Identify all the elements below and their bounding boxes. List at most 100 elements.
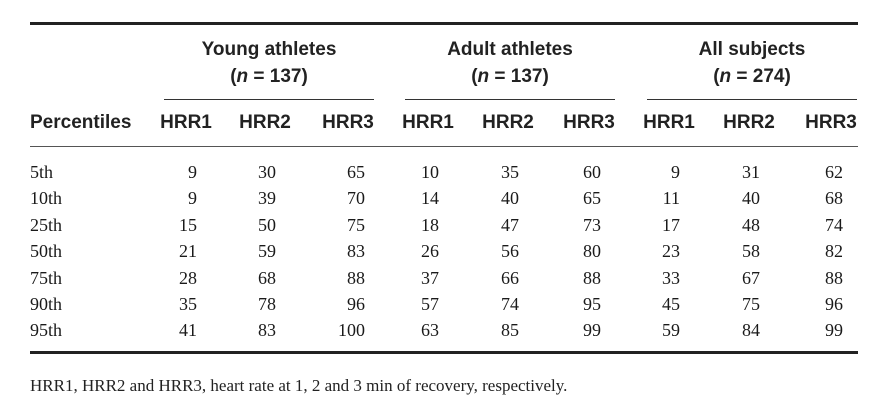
cell: 74 — [825, 215, 843, 235]
col-header: HRR2 — [723, 112, 775, 133]
group-header-all: All subjects (n = 274) — [647, 36, 857, 90]
cell: 33 — [662, 268, 680, 288]
group-rule-young — [164, 99, 374, 100]
table-bottom-rule — [30, 351, 858, 354]
cell: 59 — [662, 320, 680, 340]
cell: 40 — [501, 188, 519, 208]
cell: 83 — [347, 241, 365, 261]
cell: 88 — [347, 268, 365, 288]
col-header: HRR1 — [643, 112, 695, 133]
table-row: 5th 9 30 65 10 35 60 9 31 62 — [0, 162, 880, 188]
cell: 41 — [179, 320, 197, 340]
cell: 9 — [671, 162, 680, 182]
cell: 67 — [742, 268, 760, 288]
table-row: 50th 21 59 83 26 56 80 23 58 82 — [0, 241, 880, 267]
cell: 100 — [338, 320, 365, 340]
row-header-label: Percentiles — [30, 112, 132, 133]
cell: 48 — [742, 215, 760, 235]
cell: 58 — [742, 241, 760, 261]
cell: 56 — [501, 241, 519, 261]
cell: 31 — [742, 162, 760, 182]
row-label: 5th — [30, 162, 54, 182]
cell: 88 — [583, 268, 601, 288]
table-row: 95th 41 83 100 63 85 99 59 84 99 — [0, 320, 880, 346]
col-header: HRR2 — [482, 112, 534, 133]
cell: 75 — [347, 215, 365, 235]
cell: 74 — [501, 294, 519, 314]
cell: 47 — [501, 215, 519, 235]
cell: 83 — [258, 320, 276, 340]
group-n: (n = 137) — [471, 66, 549, 87]
cell: 28 — [179, 268, 197, 288]
cell: 78 — [258, 294, 276, 314]
cell: 10 — [421, 162, 439, 182]
cell: 66 — [501, 268, 519, 288]
cell: 60 — [583, 162, 601, 182]
cell: 73 — [583, 215, 601, 235]
group-rule-all — [647, 99, 857, 100]
cell: 37 — [421, 268, 439, 288]
col-header: HRR1 — [160, 112, 212, 133]
cell: 62 — [825, 162, 843, 182]
table-row: 25th 15 50 75 18 47 73 17 48 74 — [0, 215, 880, 241]
group-header-young: Young athletes (n = 137) — [164, 36, 374, 90]
cell: 40 — [742, 188, 760, 208]
row-label: 95th — [30, 320, 63, 340]
cell: 68 — [258, 268, 276, 288]
row-label: 10th — [30, 188, 63, 208]
cell: 50 — [258, 215, 276, 235]
table-header-rule — [30, 146, 858, 147]
cell: 23 — [662, 241, 680, 261]
cell: 39 — [258, 188, 276, 208]
col-header: HRR3 — [563, 112, 615, 133]
cell: 57 — [421, 294, 439, 314]
cell: 96 — [347, 294, 365, 314]
table-row: 90th 35 78 96 57 74 95 45 75 96 — [0, 294, 880, 320]
col-header: HRR1 — [402, 112, 454, 133]
cell: 14 — [421, 188, 439, 208]
table-footnote: HRR1, HRR2 and HRR3, heart rate at 1, 2 … — [30, 376, 568, 395]
cell: 9 — [188, 188, 197, 208]
col-header: HRR3 — [805, 112, 857, 133]
cell: 30 — [258, 162, 276, 182]
cell: 26 — [421, 241, 439, 261]
group-title: Adult athletes — [447, 39, 573, 60]
cell: 17 — [662, 215, 680, 235]
group-title: All subjects — [698, 39, 806, 60]
cell: 95 — [583, 294, 601, 314]
cell: 21 — [179, 241, 197, 261]
col-header: HRR2 — [239, 112, 291, 133]
row-label: 50th — [30, 241, 63, 261]
cell: 84 — [742, 320, 760, 340]
cell: 65 — [347, 162, 365, 182]
cell: 80 — [583, 241, 601, 261]
cell: 75 — [742, 294, 760, 314]
cell: 18 — [421, 215, 439, 235]
cell: 45 — [662, 294, 680, 314]
row-label: 25th — [30, 215, 63, 235]
group-title: Young athletes — [201, 39, 337, 60]
cell: 15 — [179, 215, 197, 235]
table-top-rule — [30, 22, 858, 25]
cell: 99 — [825, 320, 843, 340]
cell: 35 — [179, 294, 197, 314]
cell: 63 — [421, 320, 439, 340]
group-n: (n = 274) — [713, 66, 791, 87]
cell: 65 — [583, 188, 601, 208]
cell: 59 — [258, 241, 276, 261]
table-row: 75th 28 68 88 37 66 88 33 67 88 — [0, 268, 880, 294]
cell: 68 — [825, 188, 843, 208]
cell: 70 — [347, 188, 365, 208]
group-header-adult: Adult athletes (n = 137) — [405, 36, 615, 90]
cell: 88 — [825, 268, 843, 288]
row-label: 75th — [30, 268, 63, 288]
cell: 99 — [583, 320, 601, 340]
cell: 35 — [501, 162, 519, 182]
cell: 9 — [188, 162, 197, 182]
group-rule-adult — [405, 99, 615, 100]
group-n: (n = 137) — [230, 66, 308, 87]
col-header: HRR3 — [322, 112, 374, 133]
cell: 11 — [662, 188, 680, 208]
cell: 82 — [825, 241, 843, 261]
cell: 85 — [501, 320, 519, 340]
